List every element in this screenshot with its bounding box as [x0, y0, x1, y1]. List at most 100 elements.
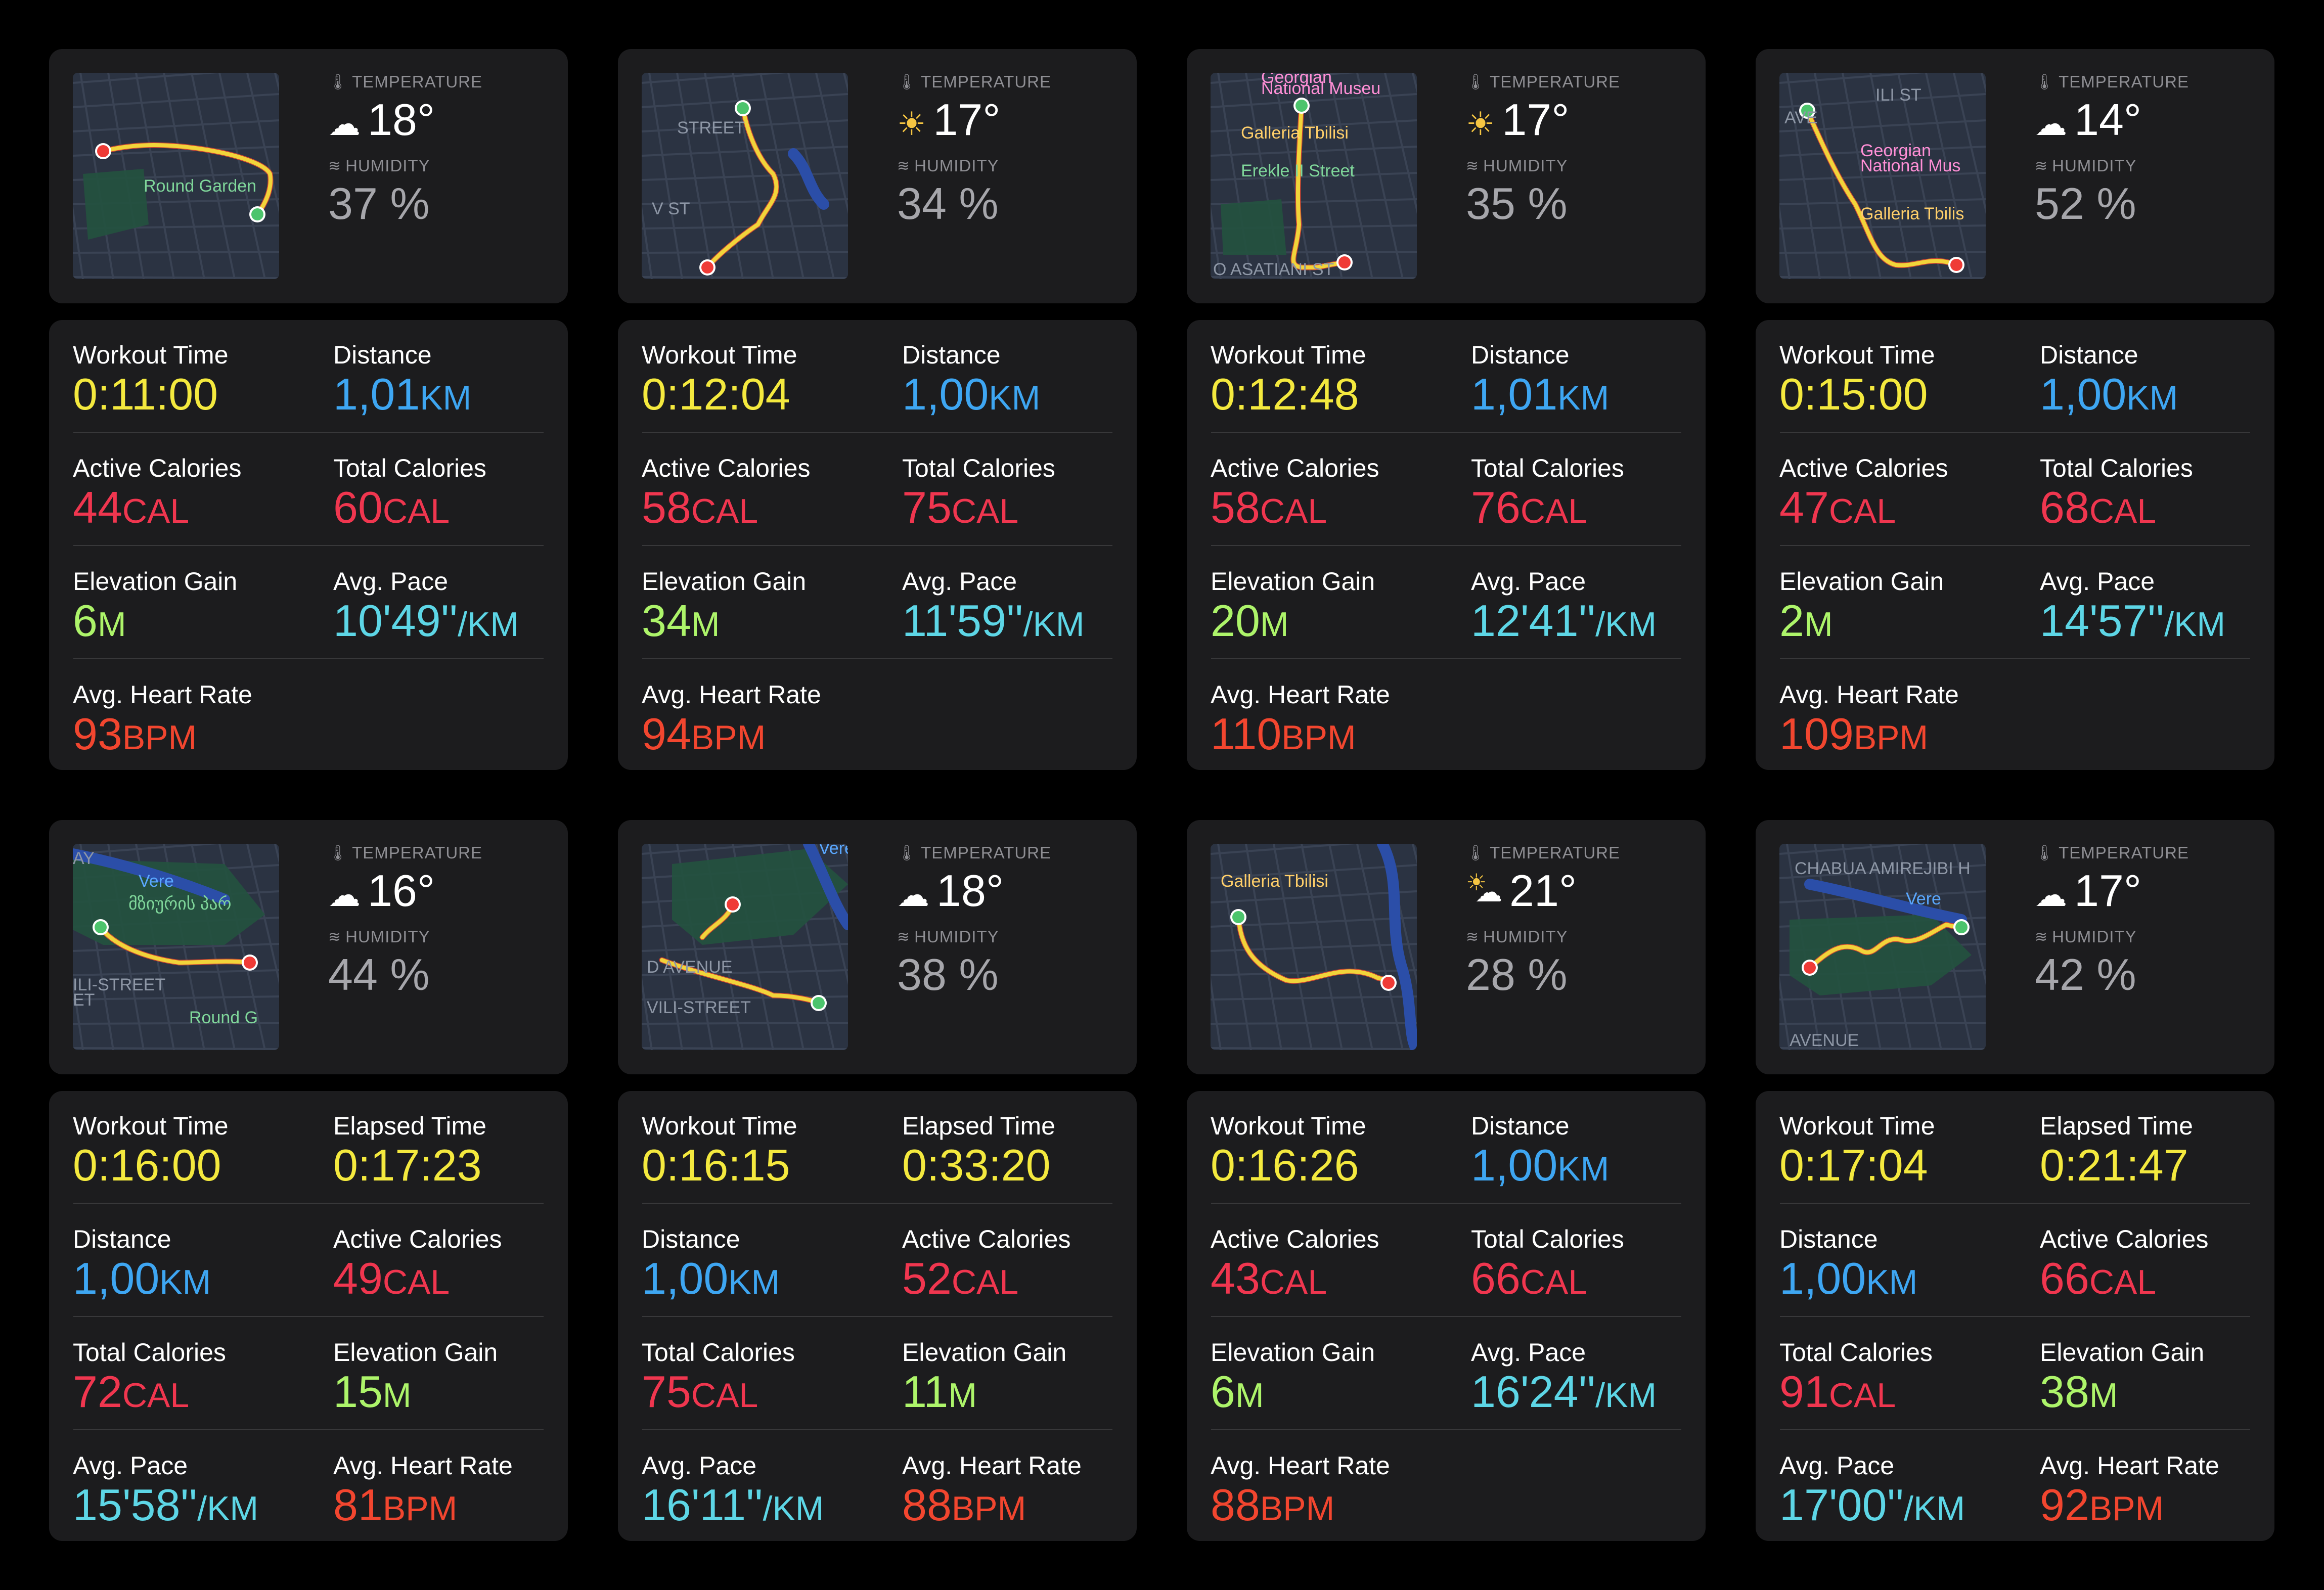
metric-value: 0:16:15	[642, 1140, 790, 1190]
humidity-value-row: 44 %	[328, 952, 430, 997]
workout-metrics-panel[interactable]: Workout Time 0:11:00 Distance 1,01KM Act…	[49, 320, 568, 770]
temperature-label: 🌡 TEMPERATURE	[328, 72, 482, 91]
metric: Active Calories 58CAL	[642, 455, 810, 531]
metric-unit: CAL	[951, 492, 1019, 530]
metric-value: 0:21:47	[2040, 1140, 2188, 1190]
humidity-value-row: 28 %	[1466, 952, 1568, 997]
metric-label: Workout Time	[73, 1112, 229, 1140]
metric-value: 75CAL	[642, 1367, 758, 1417]
metric: Elevation Gain 2M	[1779, 568, 1944, 644]
workout-metrics-panel[interactable]: Workout Time 0:17:04 Elapsed Time 0:21:4…	[1756, 1091, 2274, 1541]
workout-map-weather-panel[interactable]: STREET V ST 🌡 TEMPERATURE ☀ 17° ≋ HUMIDITY 3…	[618, 49, 1137, 303]
temperature-value-row: ☀ 17°	[897, 98, 1000, 142]
metric: Elapsed Time 0:21:47	[2040, 1112, 2193, 1189]
cloud-icon: ☁	[2035, 106, 2067, 142]
temperature-value: 18°	[936, 866, 1004, 916]
metric-value: 44CAL	[73, 482, 190, 532]
metric-label: Elevation Gain	[1779, 567, 1944, 596]
workout-metrics-panel[interactable]: Workout Time 0:16:00 Elapsed Time 0:17:2…	[49, 1091, 568, 1541]
workout-metrics-panel[interactable]: Workout Time 0:16:15 Elapsed Time 0:33:2…	[618, 1091, 1137, 1541]
humidity-value: 37 %	[328, 178, 430, 229]
metric-value: 38M	[2040, 1367, 2118, 1417]
map-label: V ST	[652, 199, 690, 218]
map-label: National Museu	[1261, 79, 1380, 98]
map-label: ILI ST	[1875, 85, 1921, 105]
workout-map-weather-panel[interactable]: CHABUA AMIREJIBI H Vere AVENUE 🌡 TEMPERATUR…	[1756, 820, 2274, 1074]
humidity-label: ≋ HUMIDITY	[2035, 156, 2137, 175]
workout-map-weather-panel[interactable]: Round Garden 🌡 TEMPERATURE ☁ 18° ≋ HUMIDITY…	[49, 49, 568, 303]
map-label: ILI-STREET	[73, 975, 165, 994]
map-label: CHABUA AMIREJIBI H	[1795, 859, 1971, 878]
metric-value: 6M	[73, 596, 126, 646]
metric-label: Elevation Gain	[902, 1338, 1067, 1367]
metric-label: Active Calories	[902, 1225, 1071, 1253]
metric-label: Active Calories	[1211, 454, 1379, 482]
metric-label: Elapsed Time	[2040, 1112, 2193, 1140]
metric-unit: /KM	[1023, 605, 1085, 644]
temperature-value: 21°	[1509, 866, 1577, 916]
metric-label: Avg. Pace	[73, 1451, 188, 1480]
metric-value: 10'49''/KM	[333, 596, 519, 646]
metric: Elevation Gain 20M	[1211, 568, 1375, 644]
metric: Total Calories 66CAL	[1471, 1225, 1624, 1302]
workout-metrics-panel[interactable]: Workout Time 0:15:00 Distance 1,00KM Act…	[1756, 320, 2274, 770]
humidity-label: ≋ HUMIDITY	[897, 156, 999, 175]
metric-unit: CAL	[1260, 492, 1327, 530]
temperature-value: 17°	[2074, 866, 2142, 916]
metric-unit: BPM	[382, 1489, 458, 1528]
route-map[interactable]: STREET V ST	[642, 73, 848, 279]
metric-label: Total Calories	[2040, 454, 2193, 482]
metric-label: Distance	[333, 341, 432, 369]
metric-label: Active Calories	[333, 1225, 502, 1253]
temperature-label: 🌡 TEMPERATURE	[2035, 843, 2189, 862]
metric: Elevation Gain 6M	[73, 568, 237, 644]
metric-label: Avg. Heart Rate	[902, 1451, 1082, 1480]
route-map[interactable]: AVE ILI ST Georgian National Mus Galleria Tb…	[1779, 73, 1986, 279]
metric-label: Avg. Heart Rate	[1211, 680, 1390, 709]
route-map[interactable]: AY Vere მზიურის პარ ILI-STREET ET Round G	[73, 844, 279, 1050]
metric-label: Avg. Heart Rate	[1779, 680, 1959, 709]
workout-metrics-panel[interactable]: Workout Time 0:12:04 Distance 1,00KM Act…	[618, 320, 1137, 770]
metric-value: 1,00KM	[1471, 1140, 1610, 1190]
map-label: AY	[73, 849, 95, 868]
workout-metrics-panel[interactable]: Workout Time 0:16:26 Distance 1,00KM Act…	[1187, 1091, 1706, 1541]
route-map[interactable]: Galleria Tbilisi	[1211, 844, 1417, 1050]
metric-label: Avg. Pace	[1471, 1338, 1586, 1367]
metric-value: 76CAL	[1471, 482, 1588, 532]
thermometer-icon: 🌡	[1466, 73, 1486, 90]
metric-label: Active Calories	[642, 454, 811, 482]
metric-label: Elevation Gain	[642, 567, 807, 596]
workout-metrics-panel[interactable]: Workout Time 0:12:48 Distance 1,01KM Act…	[1187, 320, 1706, 770]
workout-map-weather-panel[interactable]: AY Vere მზიურის პარ ILI-STREET ET Round G 🌡 TE…	[49, 820, 568, 1074]
workout-map-weather-panel[interactable]: AVE ILI ST Georgian National Mus Galleria Tb…	[1756, 49, 2274, 303]
metric-unit: CAL	[691, 1376, 758, 1415]
map-label: D AVENUE	[647, 958, 732, 977]
route-map[interactable]: Round Garden	[73, 73, 279, 279]
divider	[73, 432, 544, 433]
workout-map-weather-panel[interactable]: Georgian National Museu Galleria Tbilisi Er…	[1187, 49, 1706, 303]
metric-unit: BPM	[691, 718, 766, 757]
metric: Workout Time 0:12:04	[642, 341, 797, 418]
metric-label: Active Calories	[1211, 1225, 1379, 1253]
humidity-icon: ≋	[2035, 157, 2048, 174]
metric-value: 1,00KM	[73, 1253, 211, 1303]
metric-label: Total Calories	[1471, 1225, 1624, 1253]
metric: Total Calories 75CAL	[642, 1339, 795, 1415]
metric: Workout Time 0:11:00	[73, 341, 229, 418]
temperature-label: 🌡 TEMPERATURE	[1466, 72, 1620, 91]
workout-map-weather-panel[interactable]: Galleria Tbilisi 🌡 TEMPERATURE ☀ ☁ 21° ≋ HUM…	[1187, 820, 1706, 1074]
metric: Avg. Heart Rate 88BPM	[902, 1452, 1082, 1528]
route-map[interactable]: CHABUA AMIREJIBI H Vere AVENUE	[1779, 844, 1986, 1050]
route-map[interactable]: Vere D AVENUE VILI-STREET	[642, 844, 848, 1050]
metric-unit: CAL	[1828, 1376, 1896, 1415]
metric: Active Calories 66CAL	[2040, 1225, 2208, 1302]
humidity-icon: ≋	[1466, 928, 1480, 945]
workout-map-weather-panel[interactable]: Vere D AVENUE VILI-STREET 🌡TEMPERATURE ☁18…	[618, 820, 1137, 1074]
metric-unit: M	[948, 1376, 977, 1415]
map-label: VILI-STREET	[647, 998, 751, 1017]
map-label: მზიურის პარ	[128, 894, 232, 914]
metric: Total Calories 76CAL	[1471, 455, 1624, 531]
route-map[interactable]: Georgian National Museu Galleria Tbilisi Er…	[1211, 73, 1417, 279]
metric: Distance 1,00KM	[2040, 341, 2178, 418]
metric: Workout Time 0:12:48	[1211, 341, 1366, 418]
